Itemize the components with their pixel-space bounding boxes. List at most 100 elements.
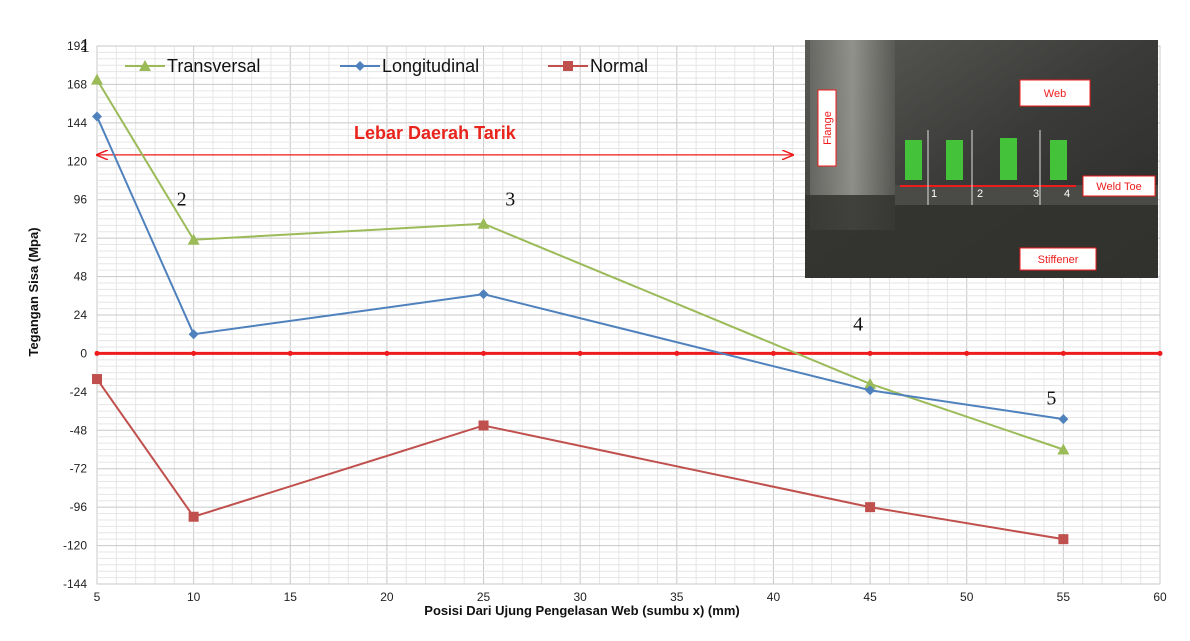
x-tick-label: 55 [1057,590,1071,604]
y-axis-title: Tegangan Sisa (Mpa) [26,227,41,356]
zero-line-dot [674,350,680,356]
point-label-2: 2 [177,189,187,211]
x-tick-label: 5 [94,590,101,604]
zero-line-dot [94,350,100,356]
legend-entry-normal: Normal [548,56,648,76]
x-tick-label: 40 [767,590,781,604]
photo-label-box-web [1019,79,1091,107]
zero-line-dot [867,350,873,356]
data-point-transversal [1057,443,1070,455]
data-point-longitudinal [92,111,102,122]
data-point-longitudinal [188,329,199,340]
series-transversal [91,73,1070,455]
series-layer [91,73,1070,545]
x-tick-label: 60 [1153,590,1167,604]
y-tick-label: -120 [63,539,87,553]
photo-gauge-2 [946,140,963,180]
photo-label-1: 1 [931,188,937,200]
data-point-normal [188,511,199,522]
y-tick-label: 96 [74,193,88,207]
point-label-4: 4 [853,314,863,336]
y-tick-label: -24 [70,385,88,399]
y-tick-label: 192 [67,39,87,53]
data-point-transversal [864,377,877,389]
point-labels: 1 2 3 4 5 [80,35,1056,409]
photo-stiffener-plate [805,195,1158,278]
photo-label-box-weld-toe [1082,175,1156,197]
x-tick-label: 45 [863,590,877,604]
x-tick-label: 50 [960,590,974,604]
x-tick-label: 20 [380,590,394,604]
data-point-transversal [187,233,200,245]
x-axis-title: Posisi Dari Ujung Pengelasan Web (sumbu … [424,603,739,618]
photo-gauge-1 [905,140,922,180]
zero-line-dot [1060,350,1066,356]
photo-label-stiffener: Stiffener [1038,254,1079,266]
point-label-1: 1 [80,35,90,57]
legend-label-transversal: Transversal [167,56,260,76]
zero-line-dot [287,350,293,356]
y-tick-label: -72 [70,462,88,476]
y-tick-label: 120 [67,154,87,168]
photo-label-3: 3 [1033,188,1039,200]
zero-line-dot [1157,350,1163,356]
series-normal [92,374,1069,545]
x-tick-label: 15 [284,590,298,604]
photo-label-web: Web [1044,88,1066,100]
photo-gauge-3 [1000,138,1017,180]
zero-line-dot [191,350,197,356]
y-tick-labels: 192 168 144 120 96 72 48 24 0 -24 -48 -72 -96 -120 -14… [63,39,87,591]
zero-line-dot [770,350,776,356]
zero-line-dot [577,350,583,356]
x-tick-label: 25 [477,590,491,604]
series-longitudinal [92,111,1069,425]
legend-marker-transversal [139,60,151,71]
legend-label-longitudinal: Longitudinal [382,56,479,76]
photo-label-flange: Flange [822,111,834,145]
x-tick-label: 35 [670,590,684,604]
y-tick-label: 48 [74,270,88,284]
data-point-transversal [477,217,490,229]
zero-line-dot [964,350,970,356]
annotation-layer: Lebar Daerah Tarik [97,123,793,155]
y-tick-label: -96 [70,500,88,514]
legend: Transversal Longitudinal Normal [125,56,648,76]
y-tick-label: 144 [67,116,87,130]
x-tick-labels: 5 10 15 20 25 30 35 40 45 50 55 60 [94,590,1167,604]
y-tick-label: 0 [80,346,87,360]
x-tick-label: 10 [187,590,201,604]
photo-gauge-4 [1050,140,1067,180]
annotation-text: Lebar Daerah Tarik [354,123,517,143]
legend-marker-normal [563,61,573,71]
point-label-5: 5 [1046,387,1056,409]
legend-label-normal: Normal [590,56,648,76]
data-point-normal [92,374,102,385]
data-point-longitudinal [865,385,876,396]
zero-line-dot [384,350,390,356]
point-label-3: 3 [505,189,515,211]
legend-entry-transversal: Transversal [125,56,260,76]
legend-marker-longitudinal [355,61,365,71]
x-tick-label: 30 [574,590,588,604]
y-tick-label: 168 [67,77,87,91]
photo-label-box-stiffener [1019,247,1097,271]
zero-line-dot [481,350,487,356]
photo-label-weld-toe: Weld Toe [1096,181,1141,193]
y-tick-label: -48 [70,423,88,437]
photo-label-box-flange [817,89,837,167]
y-tick-label: 24 [74,308,88,322]
data-point-normal [478,420,489,431]
data-point-longitudinal [1058,414,1069,425]
data-point-transversal [91,73,103,85]
photo-label-4: 4 [1064,188,1070,200]
y-tick-label: -144 [63,577,87,591]
photo-label-2: 2 [977,188,983,200]
inset-photo: Web Flange Weld Toe Stiffener 1 2 3 4 [805,40,1158,278]
data-point-longitudinal [478,289,489,300]
data-point-normal [1058,534,1069,545]
legend-entry-longitudinal: Longitudinal [340,56,479,76]
data-point-normal [865,502,876,513]
zero-line-layer [94,350,1163,356]
y-tick-label: 72 [74,231,88,245]
